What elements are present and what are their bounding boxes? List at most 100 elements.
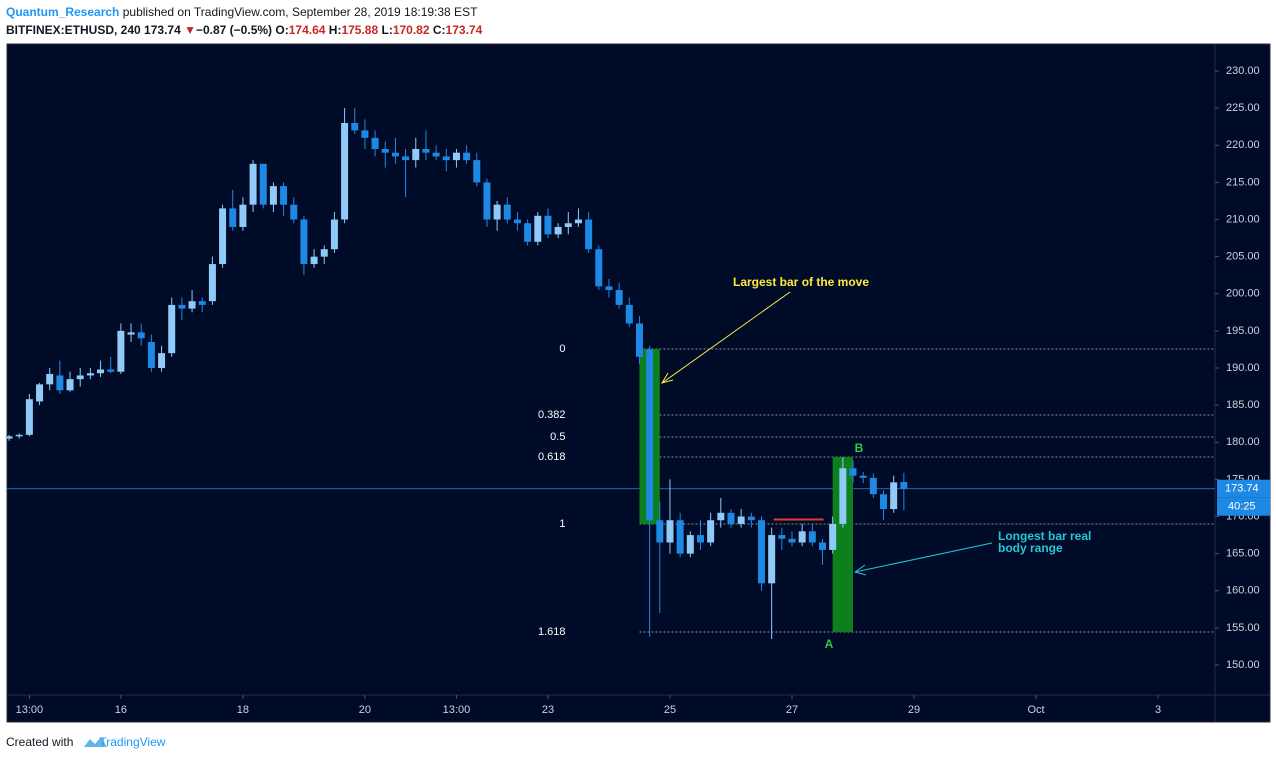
x-tick-label: 13:00 — [443, 704, 471, 716]
h: 175.88 — [341, 23, 379, 37]
last-price-label: 173.74 — [1225, 483, 1259, 495]
candle-body — [696, 535, 704, 543]
fib-label: 1.618 — [538, 626, 566, 638]
candle-body — [880, 494, 888, 510]
candle-body — [249, 163, 257, 205]
candle-body — [361, 130, 369, 138]
candle-body — [391, 152, 399, 157]
y-tick-label: 200.00 — [1226, 288, 1260, 300]
candle-body — [330, 219, 338, 250]
countdown-label: 40:25 — [1228, 501, 1256, 513]
candle-body — [5, 436, 13, 439]
point-label: B — [855, 441, 864, 455]
candle-body — [798, 531, 806, 543]
candle-body — [778, 535, 786, 539]
candle-body — [859, 475, 867, 478]
candle-body — [107, 369, 115, 372]
x-tick-label: 16 — [115, 704, 127, 716]
candle-body — [97, 369, 105, 374]
x-tick-label: 13:00 — [16, 704, 44, 716]
highlight-box — [832, 457, 854, 633]
candle-body — [280, 186, 288, 205]
chart-background — [6, 43, 1271, 723]
candle-body — [524, 223, 532, 242]
candle-body — [574, 219, 582, 224]
candle-body — [727, 512, 735, 524]
brand[interactable]: TradingView — [99, 735, 166, 749]
candle-body — [402, 156, 410, 161]
x-tick-label: 20 — [359, 704, 371, 716]
candle-body — [717, 512, 725, 521]
candle-body — [788, 538, 796, 543]
candle-body — [412, 148, 420, 161]
fib-label: 0.5 — [550, 431, 565, 443]
arrow-head — [660, 372, 674, 384]
candle-body — [86, 373, 94, 376]
fib-label: 0.618 — [538, 451, 566, 463]
plot: 150.00155.00160.00165.00170.00175.00180.… — [5, 65, 1260, 716]
candle-body — [15, 434, 23, 437]
candle-body — [513, 219, 521, 224]
candle-body — [422, 148, 430, 153]
candle-body — [544, 215, 552, 235]
candle-body — [137, 332, 145, 339]
candle-body — [229, 208, 237, 227]
candle-body — [707, 520, 715, 543]
fib-label: 0 — [559, 343, 565, 355]
candle-body — [564, 223, 572, 227]
candle-body — [290, 204, 298, 220]
candle-body — [585, 219, 593, 250]
candle-body — [900, 482, 908, 489]
candle-body — [76, 375, 84, 380]
candle-body — [56, 375, 64, 391]
candle-body — [371, 137, 379, 149]
y-tick-label: 160.00 — [1226, 585, 1260, 597]
candle-body — [849, 468, 857, 476]
candle-body — [158, 353, 166, 369]
candle-body — [534, 215, 542, 242]
candle-body — [768, 535, 776, 584]
candle-body — [473, 160, 481, 183]
author[interactable]: Quantum_Research — [6, 5, 120, 19]
y-tick-label: 195.00 — [1226, 325, 1260, 337]
candle-body — [463, 152, 471, 161]
candle-body — [351, 122, 359, 131]
o: 174.64 — [288, 23, 326, 37]
candle-body — [300, 219, 308, 265]
candle-body — [635, 323, 643, 357]
candle-body — [747, 516, 755, 521]
candle-body — [219, 208, 227, 265]
candle-body — [36, 384, 44, 402]
header-line: Quantum_Research published on TradingVie… — [6, 5, 477, 19]
y-tick-label: 215.00 — [1226, 176, 1260, 188]
footer: Created with TradingView — [6, 735, 165, 749]
candle-body — [554, 226, 562, 235]
price: 173.74 — [144, 23, 181, 37]
candle-body — [625, 304, 633, 324]
y-tick-label: 180.00 — [1226, 436, 1260, 448]
arrow-head — [853, 564, 867, 576]
candle-body — [310, 256, 318, 265]
candle-body — [869, 477, 877, 495]
candle-body — [829, 523, 837, 550]
candle-body — [646, 349, 654, 521]
y-tick-label: 155.00 — [1226, 622, 1260, 634]
c-label: C: — [432, 23, 446, 37]
candle-body — [483, 182, 491, 220]
last-price-box — [1217, 479, 1270, 498]
o-label: O: — [275, 23, 289, 37]
candle-body — [341, 122, 349, 220]
candle-body — [208, 264, 216, 302]
y-tick-label: 205.00 — [1226, 251, 1260, 263]
candle-body — [839, 468, 847, 524]
candle-body — [676, 520, 684, 554]
candle-body — [25, 399, 33, 435]
x-tick-label: 27 — [786, 704, 798, 716]
y-tick-label: 220.00 — [1226, 139, 1260, 151]
candle-body — [66, 379, 74, 391]
fib-label: 0.382 — [538, 409, 566, 421]
candle-body — [259, 163, 267, 205]
symbol-line: BITFINEX:ETHUSD, 240 173.74 ▼−0.87 (−0.5… — [6, 23, 482, 37]
candle-body — [239, 204, 247, 227]
y-tick-label: 210.00 — [1226, 213, 1260, 225]
